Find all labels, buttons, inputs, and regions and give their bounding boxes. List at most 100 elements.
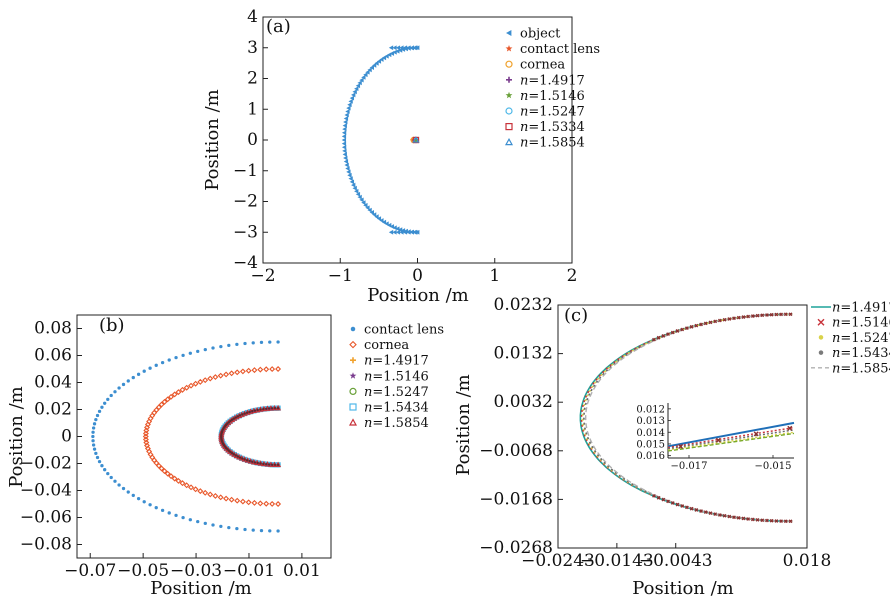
object-point (341, 137, 347, 143)
curve-point (160, 360, 165, 365)
panel-a-y-ticks: 4 3 2 1 0 −1 −2 −3 −4 (233, 7, 268, 273)
object-point (402, 229, 408, 235)
curve-point (171, 391, 178, 398)
object-point (389, 224, 395, 229)
series-point (755, 517, 760, 522)
panel-a-y-axis-title: Position /m (202, 89, 223, 191)
legend-marker (505, 122, 513, 131)
curve-point (91, 443, 96, 447)
series-point (661, 497, 666, 502)
curve-point (234, 369, 241, 376)
curve-point (253, 409, 257, 412)
inset-x-tick-label: −0.017 (670, 461, 707, 472)
panel-a: (a) −2 −1 0 1 2 4 3 2 1 0 −1 −2 −3 −4 Position /m Po… (202, 7, 600, 306)
legend-label: n=1.5434 (364, 401, 429, 416)
curve-point (154, 363, 158, 367)
curve-point (275, 366, 282, 372)
curve-point (207, 491, 214, 498)
object-point (381, 219, 387, 225)
curve-point (103, 468, 107, 472)
series-point (769, 518, 774, 523)
curve-point (171, 475, 178, 482)
object-point (341, 133, 347, 139)
inset-point (715, 437, 721, 443)
legend-marker (349, 387, 357, 395)
panel-c-data (579, 312, 793, 524)
curve-point (251, 367, 258, 374)
curve-point (100, 405, 104, 409)
object-point (406, 229, 411, 235)
series-point (713, 512, 718, 516)
curve-point (144, 442, 150, 449)
object-point (352, 89, 357, 95)
inset-series-line (667, 431, 795, 451)
curve-point (197, 378, 204, 385)
inset-x-tick-label: −0.015 (754, 461, 791, 472)
inset-y-tick-label: 0.016 (636, 451, 665, 462)
curve-point (227, 525, 231, 530)
panel-b-legend: contact lenscornean=1.4917n=1.5146n=1.52… (348, 323, 444, 431)
y-tick-label: 0.0032 (494, 392, 553, 412)
curve-point (183, 384, 190, 391)
curve-point (92, 447, 97, 451)
series-point (769, 312, 774, 317)
object-point (367, 67, 372, 73)
panel-b-label: (b) (99, 315, 125, 336)
curve-point (245, 499, 252, 506)
curve-point (100, 464, 104, 468)
legend-marker (349, 372, 357, 379)
legend-entry: n=1.5146 (349, 369, 429, 384)
legend-label: n=1.5854 (520, 136, 585, 151)
curve-point (267, 407, 271, 410)
legend-marker (350, 357, 356, 364)
curve-point (188, 484, 195, 491)
panel-c-x-axis-title: Position /m (632, 578, 734, 597)
object-point (387, 222, 392, 228)
series-point (685, 505, 689, 510)
y-tick-label: −0.06 (20, 508, 72, 528)
y-tick-label: −0.0168 (479, 489, 553, 509)
object-point (395, 226, 400, 232)
curve-point (136, 497, 141, 501)
curve-point (273, 406, 277, 410)
curve-point (230, 418, 234, 422)
series-point (652, 493, 656, 498)
object-point (354, 188, 359, 194)
series-point (741, 315, 746, 319)
object-point (409, 45, 415, 51)
legend-label: n=1.5247 (832, 331, 890, 346)
curve-point (142, 436, 149, 443)
legend-marker (349, 340, 357, 349)
curve-point (160, 508, 165, 513)
curve-point (243, 527, 247, 532)
legend-marker (505, 60, 513, 68)
object-point (343, 119, 348, 125)
curve-point (109, 393, 113, 398)
y-tick-label: 0.04 (34, 373, 72, 393)
curve-point (148, 503, 152, 507)
legend-marker (350, 326, 356, 332)
legend-entry: n=1.5146 (817, 316, 890, 331)
series-point (689, 324, 694, 329)
curve-point (235, 526, 239, 531)
curve-point (259, 340, 264, 345)
curve-point (167, 358, 171, 362)
object-point (344, 112, 349, 118)
y-tick-label: 1 (247, 99, 258, 119)
y-tick-label: 0.08 (34, 319, 72, 339)
curve-point (267, 463, 271, 466)
curve-point (248, 459, 251, 463)
legend-marker (818, 350, 824, 355)
object-point (349, 95, 355, 101)
curve-point (196, 349, 200, 354)
inset-point (678, 444, 684, 450)
object-point (413, 229, 418, 235)
legend-label: n=1.5146 (520, 89, 585, 104)
legend-entry: n=1.4917 (350, 354, 429, 369)
legend-entry: cornea (349, 338, 409, 353)
panel-c-y-ticks: 0.0232 0.0132 0.0032 −0.0068 −0.0168 −0.0268 (479, 295, 563, 558)
curve-point (217, 372, 224, 379)
legend-entry: n=1.5247 (818, 331, 890, 346)
y-tick-label: −0.08 (20, 535, 72, 555)
